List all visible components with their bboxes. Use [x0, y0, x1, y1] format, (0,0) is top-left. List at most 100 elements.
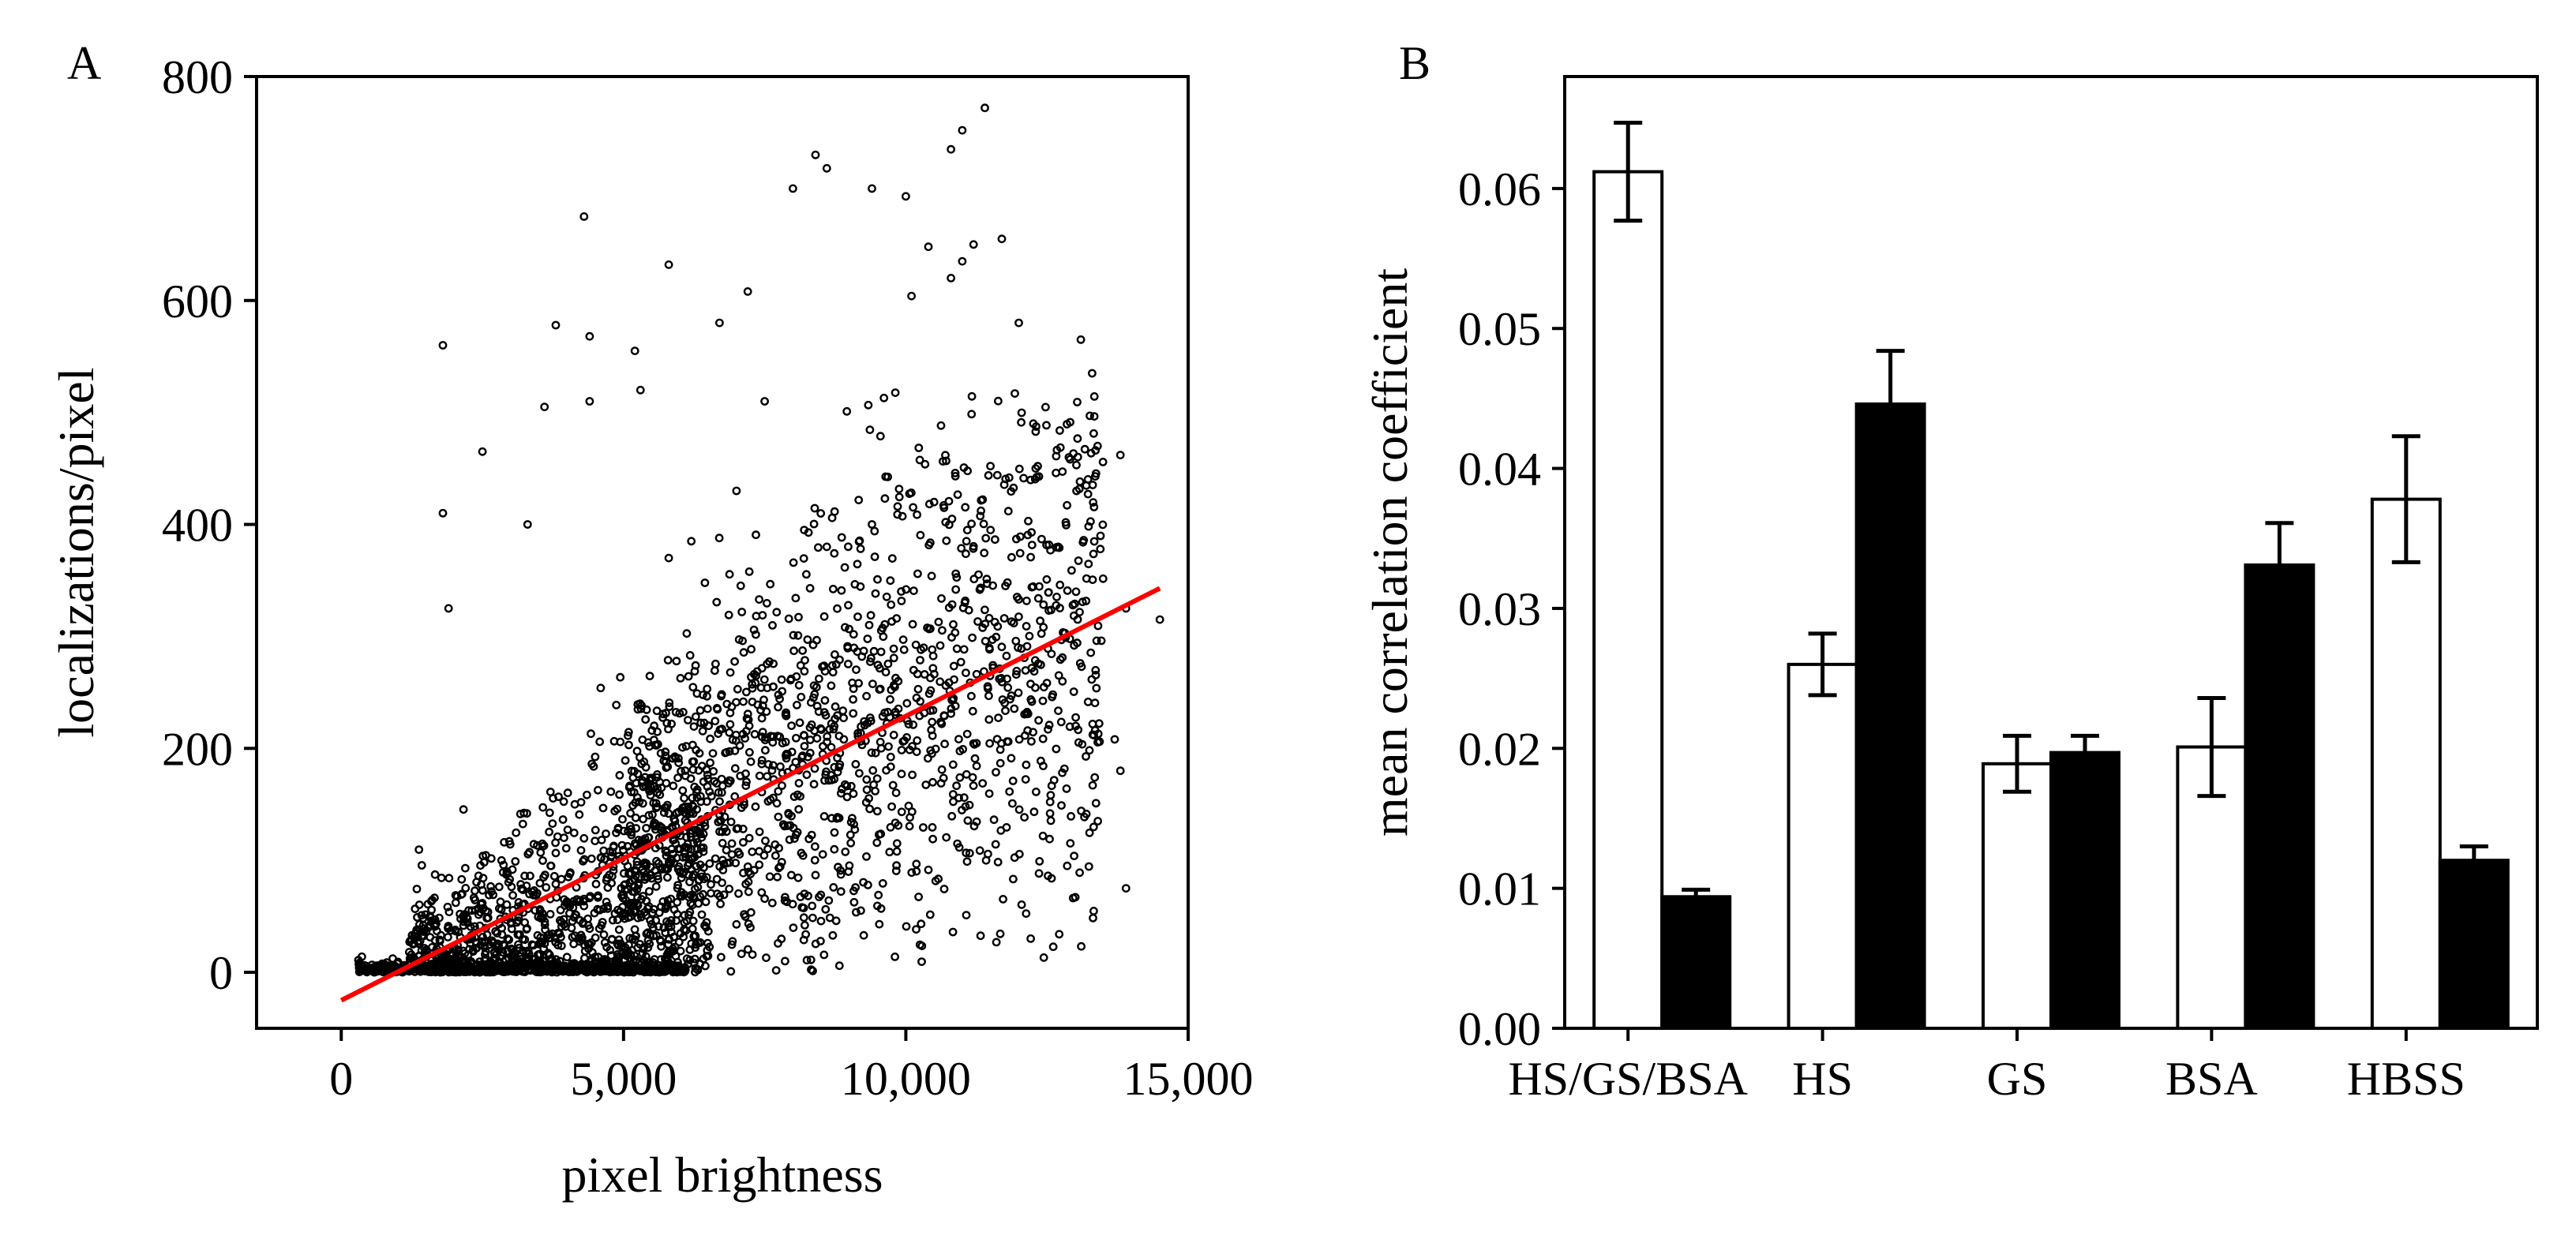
scatter-point: [1063, 500, 1072, 510]
scatter-point: [681, 742, 691, 751]
scatter-point: [699, 691, 707, 699]
scatter-point: [551, 879, 561, 889]
scatter-point: [726, 818, 736, 826]
scatter-point: [807, 965, 816, 975]
scatter-point: [928, 834, 938, 844]
scatter-point: [812, 702, 822, 711]
scatter-point: [732, 919, 741, 929]
bar-y-tick-label: 0.01: [1458, 863, 1541, 915]
scatter-point: [959, 645, 969, 654]
scatter-point: [939, 501, 948, 510]
scatter-point: [891, 818, 900, 828]
scatter-point: [685, 945, 695, 954]
scatter-point: [565, 908, 574, 918]
scatter-point: [894, 492, 904, 502]
scatter-point: [873, 901, 882, 911]
scatter-point: [596, 853, 606, 863]
scatter-point: [801, 921, 809, 930]
scatter-point: [969, 575, 979, 584]
scatter-point: [781, 710, 790, 719]
scatter-point: [1057, 801, 1066, 810]
scatter-point: [498, 868, 508, 877]
scatter-point: [671, 839, 681, 848]
scatter-point: [798, 751, 808, 760]
scatter-point: [927, 725, 936, 735]
scatter-point: [539, 873, 548, 882]
scatter-point: [967, 410, 977, 419]
scatter-point: [948, 790, 958, 799]
scatter-point: [1022, 909, 1031, 919]
scatter-point: [732, 824, 741, 833]
scatter-point: [806, 955, 816, 964]
scatter-point: [953, 490, 962, 500]
scatter-point: [1007, 691, 1016, 700]
scatter-point: [777, 858, 786, 867]
scatter-point: [766, 795, 775, 804]
scatter-point: [582, 964, 591, 974]
scatter-point: [665, 698, 674, 707]
scatter-point: [738, 729, 748, 739]
scatter-point: [853, 560, 862, 569]
scatter-point: [1066, 839, 1075, 848]
scatter-point: [820, 667, 830, 676]
scatter-point: [748, 848, 757, 856]
scatter-point: [967, 691, 976, 701]
scatter-point: [1089, 503, 1099, 511]
scatter-point: [725, 728, 734, 737]
scatter-point: [959, 793, 969, 803]
scatter-point: [809, 519, 819, 529]
scatter-point: [591, 752, 600, 762]
scatter-point: [831, 650, 839, 659]
scatter-point: [452, 949, 461, 958]
scatter-point: [997, 234, 1007, 244]
scatter-point: [829, 585, 838, 593]
bar-open: [1787, 662, 1858, 1030]
scatter-point: [981, 533, 991, 543]
scatter-point: [579, 833, 589, 843]
scatter-point: [726, 967, 736, 976]
scatter-point: [447, 949, 456, 958]
scatter-point: [962, 537, 971, 546]
scatter-point: [1097, 636, 1106, 646]
scatter-point: [798, 646, 807, 655]
scatter-point: [466, 922, 475, 931]
scatter-point: [951, 585, 961, 594]
scatter-point: [1062, 521, 1071, 530]
scatter-point: [437, 874, 446, 882]
scatter-point: [969, 739, 979, 749]
scatter-point: [958, 125, 967, 135]
scatter-point: [868, 765, 878, 775]
scatter-point: [781, 956, 789, 966]
scatter-point: [1017, 408, 1026, 417]
scatter-point: [767, 898, 777, 908]
scatter-point: [976, 511, 985, 521]
scatter-point: [921, 459, 930, 469]
scatter-point: [821, 904, 831, 914]
scatter-point: [740, 910, 748, 919]
scatter-point: [1095, 737, 1104, 747]
scatter-point: [865, 425, 875, 434]
scatter-point: [772, 608, 782, 617]
scatter-point: [834, 732, 844, 740]
scatter-point: [876, 432, 885, 441]
scatter-point: [613, 956, 621, 965]
scatter-point: [1065, 722, 1074, 732]
scatter-point: [774, 787, 783, 796]
scatter-point: [497, 905, 506, 914]
scatter-point: [851, 760, 861, 769]
scatter-point: [951, 569, 961, 578]
scatter-point: [830, 844, 839, 854]
scatter-point: [912, 859, 921, 869]
scatter-point: [767, 732, 777, 741]
scatter-point: [837, 788, 846, 798]
scatter-point: [1044, 540, 1054, 549]
scatter-point: [549, 794, 557, 803]
scatter-point: [717, 691, 726, 701]
scatter-point: [897, 597, 906, 605]
scatter-point: [792, 672, 801, 681]
scatter-point: [1074, 485, 1084, 493]
scatter-point: [563, 825, 572, 834]
scatter-point: [497, 855, 506, 865]
scatter-point: [568, 917, 577, 926]
scatter-point: [845, 861, 854, 870]
